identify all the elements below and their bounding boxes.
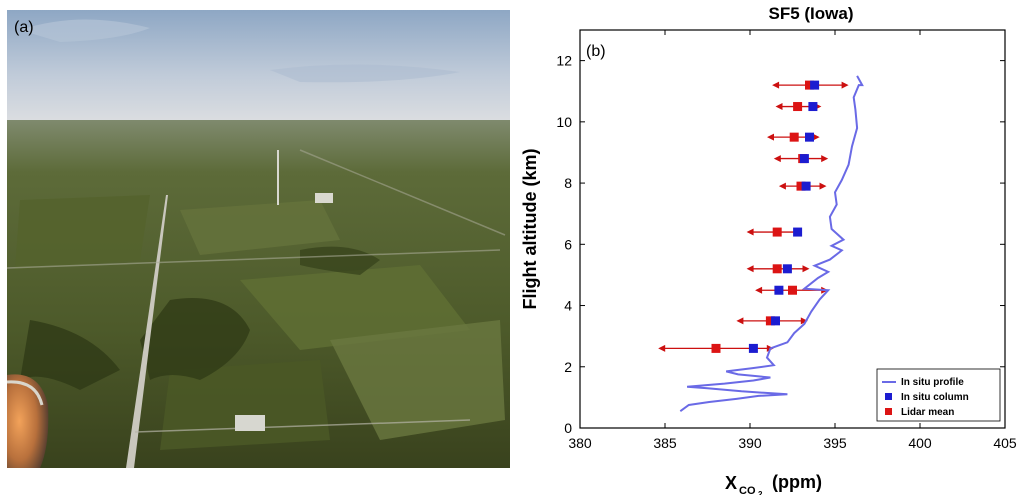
y-axis-ticks: 0 2 4 6 8 10 12 (556, 53, 1005, 436)
legend-label-column: In situ column (901, 392, 969, 403)
tree-line (140, 298, 250, 380)
error-bar-arrow-right (819, 182, 827, 190)
x-axis-title-subscript-2: 2 (758, 490, 763, 495)
chart-panel-label: (b) (586, 43, 606, 60)
in-situ-column-marker (799, 154, 809, 164)
legend-marker-column (885, 393, 892, 400)
x-axis-title: X CO 2 (ppm) (725, 472, 822, 495)
y-tick-label: 4 (564, 298, 572, 314)
in-situ-column-marker (805, 132, 814, 142)
y-tick-label: 2 (564, 359, 572, 375)
error-bar-arrow-left (778, 182, 786, 190)
x-tick-label: 380 (568, 435, 592, 451)
y-tick-label: 8 (564, 175, 572, 191)
road (6, 249, 501, 269)
in-situ-column-marker (793, 227, 803, 237)
x-axis-title-symbol: X (725, 473, 737, 493)
road (134, 419, 471, 433)
tree-line (300, 246, 380, 275)
error-bar-arrow-left (736, 317, 744, 325)
error-bar-arrow-left (746, 228, 754, 236)
tree-line (20, 320, 120, 390)
cloud (270, 64, 460, 83)
data-markers (711, 80, 820, 353)
photo-panel-label: (a) (14, 19, 34, 36)
error-bar-arrow-right (802, 265, 810, 273)
error-bar-arrow-left (746, 265, 754, 273)
x-axis-title-subscript: CO (739, 485, 756, 495)
aerial-photo: (a) (6, 10, 510, 468)
field-patch (330, 320, 505, 440)
farm-building (315, 193, 333, 203)
error-bar-arrow-right (812, 133, 820, 141)
y-axis-title: Flight altitude (km) (520, 149, 540, 310)
error-bar-arrow-right (821, 155, 829, 163)
x-axis-ticks: 380 385 390 395 400 405 (568, 30, 1017, 451)
cloud (20, 19, 150, 42)
chart-title: SF5 (Iowa) (768, 4, 853, 23)
field-patch (15, 195, 150, 270)
lidar-mean-marker (772, 227, 782, 237)
error-bar-arrow-left (775, 103, 783, 111)
farm-building (235, 415, 265, 431)
lidar-mean-marker (805, 80, 814, 90)
chart-legend: In situ profile In situ column Lidar mea… (876, 368, 1001, 422)
field-patch (240, 265, 470, 350)
in-situ-column-marker (782, 264, 792, 274)
error-bar-arrow-right (841, 81, 849, 89)
field-patch (160, 360, 330, 450)
in-situ-column-marker (801, 181, 811, 191)
y-tick-label: 6 (564, 236, 572, 252)
lidar-mean-marker (765, 316, 775, 326)
legend-label-lidar: Lidar mean (901, 407, 954, 418)
error-bar-arrow-right (800, 317, 808, 325)
aircraft-engine-rim (6, 380, 44, 406)
in-situ-column-marker (808, 102, 818, 112)
legend-marker-lidar (885, 408, 892, 415)
y-tick-label: 12 (556, 53, 572, 69)
plot-area-frame (579, 29, 1006, 429)
lidar-mean-marker (788, 285, 797, 295)
lidar-mean-marker (793, 102, 803, 112)
x-axis-title-unit: (ppm) (772, 472, 822, 492)
y-tick-label: 10 (556, 114, 572, 130)
error-bar-arrow-left (767, 133, 774, 141)
legend-label-profile: In situ profile (901, 377, 964, 388)
legend-box (876, 368, 1001, 422)
in-situ-profile-line (679, 75, 864, 413)
error-bar-arrow-left (773, 155, 781, 163)
error-bar-arrow-left (772, 81, 780, 89)
x-tick-label: 385 (653, 435, 677, 451)
lidar-mean-marker (789, 132, 799, 142)
lidar-mean-marker (772, 264, 782, 274)
in-situ-column-marker (771, 316, 780, 326)
in-situ-column-marker (810, 80, 820, 90)
lidar-mean-marker (796, 181, 806, 191)
in-situ-column-marker (774, 285, 784, 295)
lidar-mean-marker (711, 343, 721, 353)
y-tick-label: 0 (564, 420, 572, 436)
error-bar-arrow-left (658, 344, 666, 352)
in-situ-column-marker (748, 343, 758, 353)
field-patch (180, 200, 340, 255)
x-tick-label: 395 (823, 435, 847, 451)
error-bar-arrow-left (755, 286, 763, 294)
x-tick-label: 390 (738, 435, 762, 451)
x-tick-label: 405 (993, 435, 1017, 451)
road (299, 149, 506, 236)
x-tick-label: 400 (908, 435, 932, 451)
